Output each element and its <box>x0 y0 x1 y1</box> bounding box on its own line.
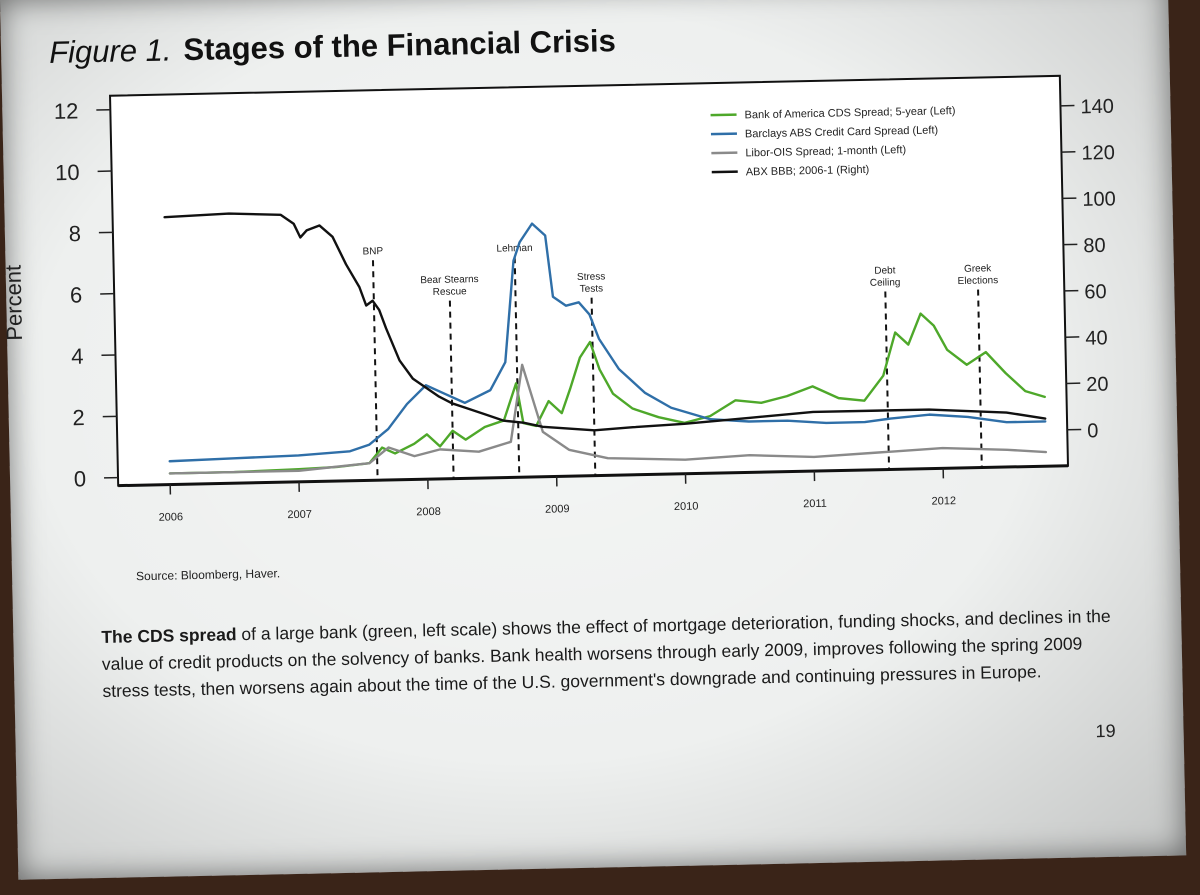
slide: Figure 1. Stages of the Financial Crisis … <box>0 0 1187 880</box>
y-left-tick-label: 10 <box>55 160 80 186</box>
legend-swatch <box>710 113 737 117</box>
page-number: 19 <box>1095 720 1116 742</box>
x-tick-label: 2012 <box>931 495 956 508</box>
event-marker-line <box>977 289 983 468</box>
series-line-1 <box>168 312 1046 475</box>
y-left-tick-label: 2 <box>72 405 85 430</box>
caption-bold: The CDS spread <box>101 624 237 648</box>
event-marker-label: BNP <box>362 246 383 257</box>
x-tick-label: 2008 <box>416 506 441 519</box>
event-marker-label: Elections <box>958 275 999 287</box>
y-right-tick-label: 100 <box>1082 188 1116 211</box>
legend-entry: Bank of America CDS Spread; 5-year (Left… <box>744 105 955 121</box>
y-right-tick-label: 120 <box>1081 142 1115 165</box>
series-line-3 <box>168 363 1048 475</box>
legend-entry: Barclays ABS Credit Card Spread (Left) <box>745 124 938 140</box>
y-right-tick-label: 0 <box>1087 420 1099 442</box>
event-marker-label: Bear Stearns <box>420 274 479 286</box>
x-tick-label: 2010 <box>674 500 699 513</box>
legend-entry: Libor-OIS Spread; 1-month (Left) <box>745 144 906 159</box>
legend-swatch <box>711 170 738 174</box>
x-tick-label: 2007 <box>287 509 312 522</box>
y-left-tick-label: 6 <box>70 282 83 307</box>
event-marker-label: Stress <box>577 271 606 283</box>
event-marker-line <box>884 291 891 470</box>
y-left-tick-label: 4 <box>71 344 84 369</box>
x-axis-line <box>118 464 1069 488</box>
event-marker-line <box>590 297 597 476</box>
y-left-tick-label: 0 <box>74 466 87 491</box>
series-line-2 <box>168 222 1047 463</box>
x-tick-label: 2011 <box>803 498 827 510</box>
y-right-tick-label: 40 <box>1085 327 1108 349</box>
legend-entry: ABX BBB; 2006-1 (Right) <box>746 164 870 179</box>
legend-swatch <box>711 151 738 155</box>
y-right-tick-label: 60 <box>1084 281 1107 303</box>
event-marker-label: Lehman <box>496 243 532 255</box>
y-right-tick-label: 140 <box>1080 96 1114 119</box>
x-tick-label: 2009 <box>545 503 570 516</box>
event-marker-line <box>371 260 379 481</box>
event-marker-label: Ceiling <box>870 277 901 289</box>
event-marker-label: Greek <box>964 263 992 275</box>
y-right-tick-label: 20 <box>1086 374 1109 396</box>
caption-text: of a large bank (green, left scale) show… <box>101 605 1111 702</box>
legend-swatch <box>710 132 737 136</box>
y-left-tick-label: 12 <box>54 98 79 124</box>
series-line-4 <box>163 212 1047 432</box>
y-right-tick-label: 80 <box>1083 235 1106 257</box>
caption: The CDS spread of a large bank (green, l… <box>101 603 1112 705</box>
event-marker-label: Debt <box>874 265 896 276</box>
y-left-tick-label: 8 <box>68 221 81 246</box>
event-marker-label: Rescue <box>433 286 468 298</box>
x-tick-label: 2006 <box>159 511 184 524</box>
event-marker-label: Tests <box>580 283 604 294</box>
